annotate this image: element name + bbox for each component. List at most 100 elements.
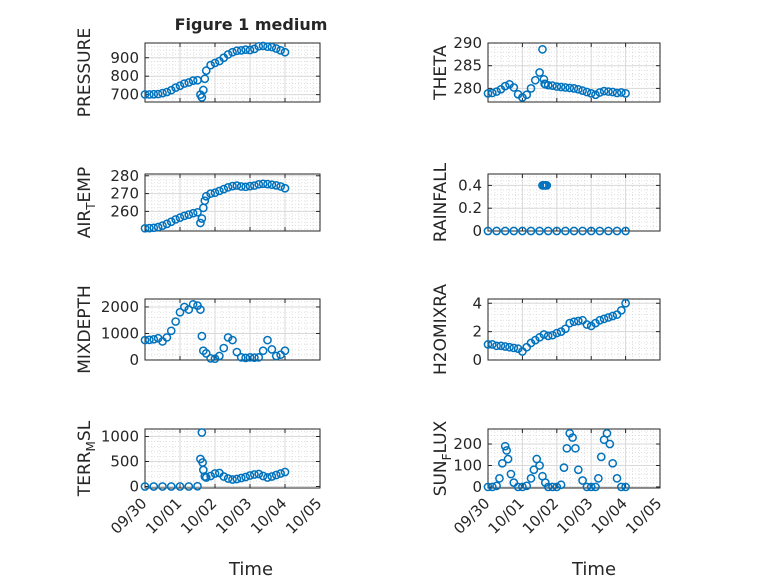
data-point — [267, 42, 277, 52]
y-tick-label: 285 — [453, 57, 482, 75]
data-point — [518, 226, 527, 236]
data-point — [280, 47, 290, 57]
y-tick-label: 0 — [129, 478, 139, 496]
data-point — [219, 184, 229, 194]
data-point — [599, 86, 609, 96]
y-tick-label: 700 — [110, 86, 139, 104]
data-point — [206, 60, 215, 70]
data-point — [200, 74, 210, 84]
data-point — [503, 454, 513, 464]
data-point — [158, 482, 167, 491]
data-point — [539, 74, 549, 84]
data-point — [223, 333, 233, 342]
data-point — [198, 85, 208, 95]
data-point — [543, 482, 553, 492]
data-point — [542, 181, 552, 190]
data-point — [573, 465, 583, 475]
data-point — [271, 44, 281, 53]
data-point — [552, 482, 562, 492]
data-point — [568, 433, 577, 442]
data-point — [245, 471, 255, 480]
data-point — [530, 75, 540, 85]
data-point — [605, 439, 615, 449]
data-point — [596, 452, 606, 462]
data-point — [487, 340, 497, 349]
data-point — [518, 93, 527, 102]
data-point — [145, 223, 154, 233]
data-point — [219, 343, 229, 353]
axes-box — [144, 428, 321, 489]
y-tick-label: 2000 — [101, 298, 139, 316]
data-point — [586, 226, 596, 236]
data-point — [571, 443, 580, 453]
data-point — [210, 188, 220, 198]
data-point — [228, 47, 237, 57]
data-point — [149, 89, 159, 99]
data-point — [539, 330, 549, 339]
y-tick-label: 0 — [129, 351, 139, 369]
data-point — [236, 182, 246, 191]
data-point — [145, 335, 154, 345]
data-point — [492, 481, 501, 491]
data-point — [582, 482, 592, 492]
data-point — [586, 482, 596, 492]
data-point — [569, 84, 579, 93]
plot-area — [145, 429, 320, 488]
data-point — [561, 324, 570, 334]
data-point — [271, 181, 281, 190]
axes-box — [144, 42, 321, 103]
data-point — [506, 469, 516, 479]
data-point — [276, 46, 285, 55]
data-point — [509, 343, 519, 353]
axes-box — [487, 298, 661, 361]
x-axis-label-left: Time — [228, 559, 273, 580]
data-point — [602, 428, 612, 438]
data-point — [483, 226, 493, 236]
data-point — [569, 317, 579, 327]
axes-box — [144, 173, 321, 232]
data-point — [513, 482, 523, 492]
data-point — [483, 482, 493, 492]
data-point — [543, 331, 553, 341]
x-tick-label: 09/30 — [107, 494, 150, 537]
x-tick-label: 10/03 — [212, 494, 255, 537]
data-point — [621, 482, 630, 492]
data-point — [582, 87, 592, 97]
data-point — [591, 482, 600, 492]
data-point — [162, 219, 172, 229]
data-point — [197, 331, 207, 341]
data-point — [271, 351, 281, 361]
data-point — [250, 353, 259, 362]
data-point — [245, 181, 255, 191]
data-point — [166, 482, 176, 491]
data-point — [180, 211, 189, 221]
data-point — [200, 196, 210, 206]
data-point — [267, 180, 277, 190]
data-point — [232, 181, 242, 190]
data-point — [166, 326, 176, 336]
data-point — [505, 342, 514, 352]
data-point — [608, 87, 618, 97]
data-point — [612, 226, 622, 236]
data-point — [621, 89, 630, 98]
data-point — [201, 349, 211, 358]
data-point — [497, 458, 507, 468]
data-point — [535, 68, 544, 77]
data-point — [184, 305, 194, 314]
plot-area — [488, 43, 660, 102]
data-point — [254, 179, 264, 189]
data-point — [149, 223, 159, 233]
data-point — [502, 446, 511, 455]
data-point — [258, 471, 268, 481]
x-axis-label-right: Time — [571, 559, 616, 580]
y-tick-label: 0 — [472, 222, 482, 240]
data-point — [166, 85, 176, 95]
data-point — [210, 58, 220, 68]
data-point — [228, 335, 237, 345]
data-point — [561, 226, 570, 236]
data-point — [210, 354, 220, 364]
data-point — [184, 482, 194, 491]
